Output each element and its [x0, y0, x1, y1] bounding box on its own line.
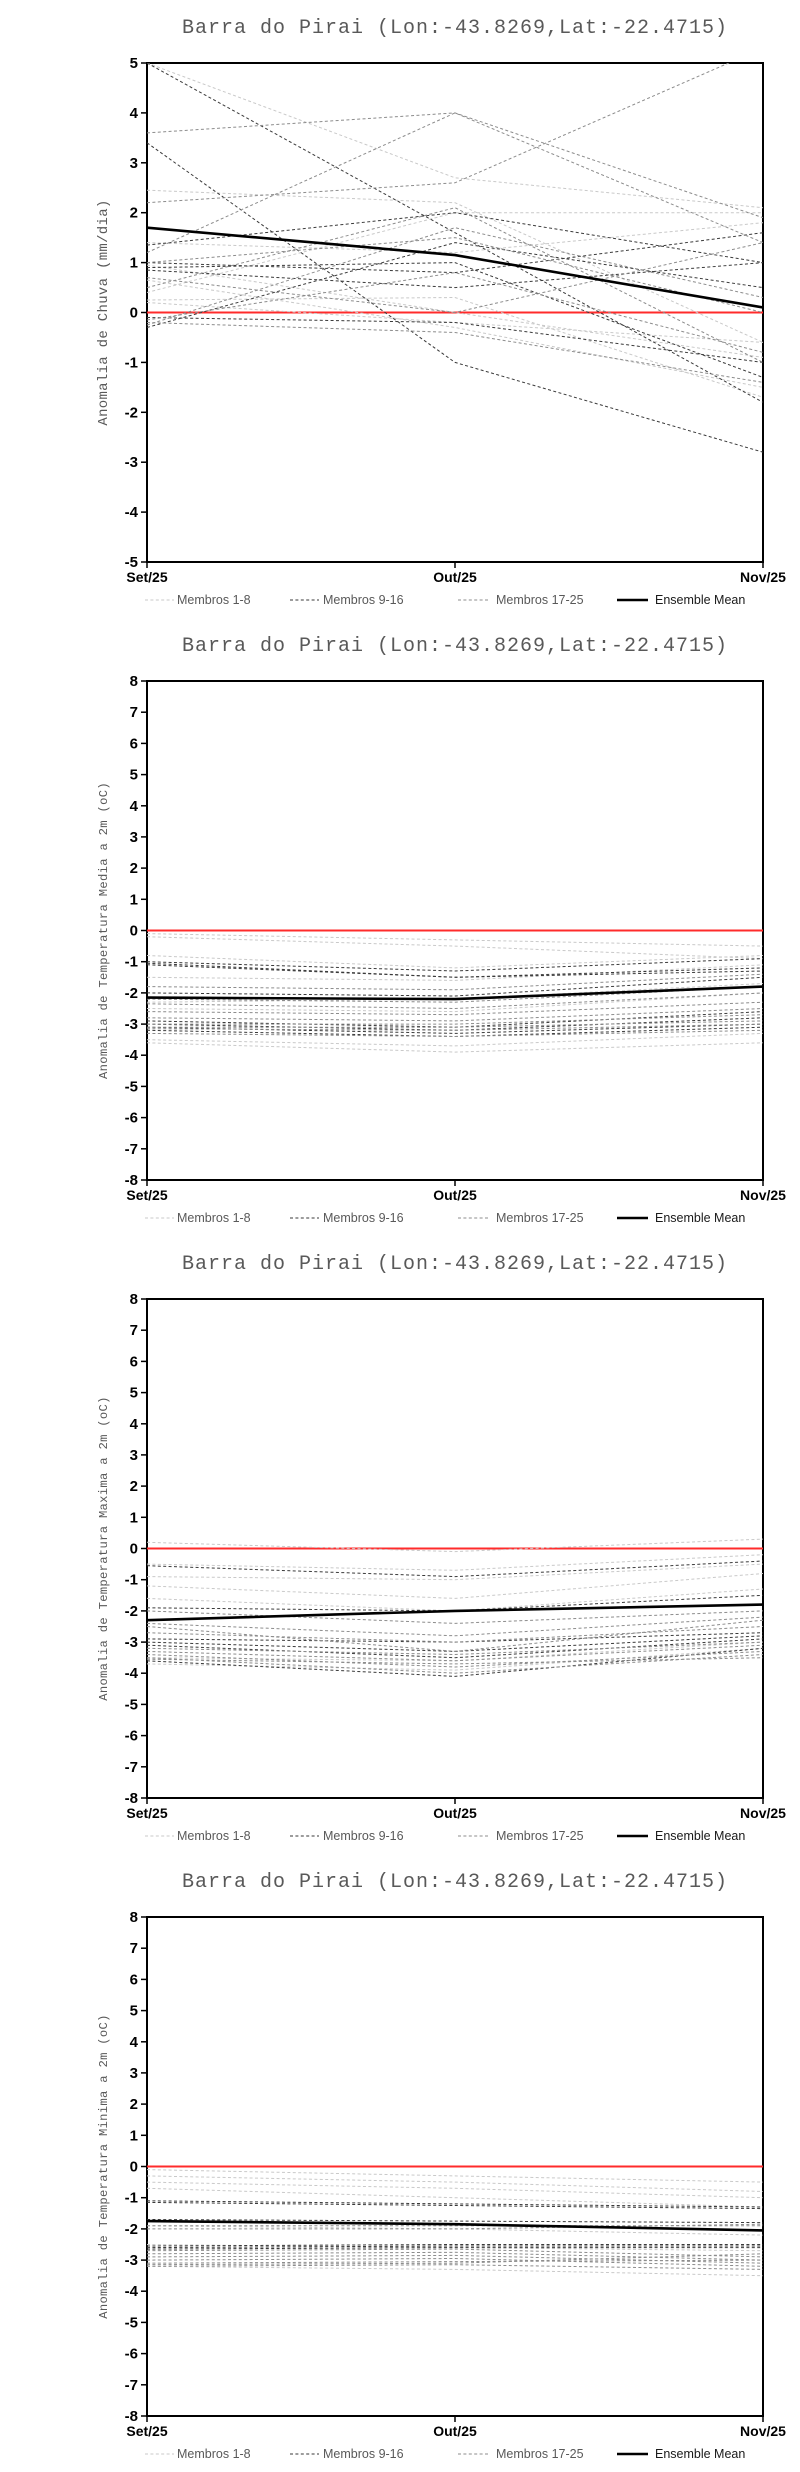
svg-text:5: 5	[130, 1385, 138, 1402]
svg-text:2: 2	[130, 860, 138, 877]
svg-text:Anomalia de Temperatura Media: Anomalia de Temperatura Media a 2m (oC)	[97, 782, 111, 1079]
svg-text:2: 2	[130, 205, 138, 222]
svg-text:Out/25: Out/25	[433, 2423, 477, 2439]
svg-text:-6: -6	[125, 1110, 138, 1127]
svg-text:Anomalia de Temperatura Maxima: Anomalia de Temperatura Maxima a 2m (oC)	[97, 1396, 111, 1701]
svg-text:-4: -4	[125, 504, 139, 521]
svg-text:-1: -1	[125, 954, 138, 971]
svg-text:Out/25: Out/25	[433, 569, 477, 585]
svg-text:Membros 1-8: Membros 1-8	[177, 1211, 251, 1225]
svg-text:8: 8	[130, 1291, 138, 1308]
svg-text:-2: -2	[125, 985, 138, 1002]
svg-text:6: 6	[130, 1971, 138, 1988]
svg-text:5: 5	[130, 767, 138, 784]
svg-text:Membros 9-16: Membros 9-16	[323, 2447, 404, 2461]
svg-text:-3: -3	[125, 1634, 138, 1651]
svg-text:Membros 1-8: Membros 1-8	[177, 1829, 251, 1843]
svg-text:Ensemble Mean: Ensemble Mean	[655, 1829, 745, 1843]
svg-text:Membros 17-25: Membros 17-25	[496, 593, 584, 607]
svg-text:8: 8	[130, 673, 138, 690]
svg-text:Membros 9-16: Membros 9-16	[323, 1829, 404, 1843]
svg-text:3: 3	[130, 2065, 138, 2082]
svg-text:4: 4	[130, 798, 139, 815]
svg-text:Out/25: Out/25	[433, 1187, 477, 1203]
svg-text:4: 4	[130, 105, 139, 122]
svg-text:5: 5	[130, 2003, 138, 2020]
svg-text:Nov/25: Nov/25	[740, 1805, 786, 1821]
svg-text:1: 1	[130, 255, 138, 272]
svg-text:0: 0	[130, 2159, 138, 2176]
svg-text:Nov/25: Nov/25	[740, 569, 786, 585]
svg-text:Barra do Pirai (Lon:-43.8269,L: Barra do Pirai (Lon:-43.8269,Lat:-22.471…	[182, 635, 728, 658]
svg-text:-2: -2	[125, 1603, 138, 1620]
svg-text:-5: -5	[125, 2314, 138, 2331]
svg-text:7: 7	[130, 1940, 138, 1957]
svg-text:1: 1	[130, 891, 138, 908]
svg-text:Set/25: Set/25	[126, 2423, 167, 2439]
svg-text:Nov/25: Nov/25	[740, 2423, 786, 2439]
svg-text:Anomalia de Chuva (mm/dia): Anomalia de Chuva (mm/dia)	[96, 199, 112, 425]
svg-text:-4: -4	[125, 2283, 139, 2300]
svg-text:Anomalia de Temperatura Minima: Anomalia de Temperatura Minima a 2m (oC)	[97, 2014, 111, 2319]
svg-text:4: 4	[130, 1416, 139, 1433]
svg-text:1: 1	[130, 2127, 138, 2144]
svg-text:-7: -7	[125, 1759, 138, 1776]
svg-text:Membros 1-8: Membros 1-8	[177, 593, 251, 607]
svg-text:Barra do Pirai (Lon:-43.8269,L: Barra do Pirai (Lon:-43.8269,Lat:-22.471…	[182, 17, 728, 40]
svg-text:2: 2	[130, 1478, 138, 1495]
svg-text:Membros 17-25: Membros 17-25	[496, 1829, 584, 1843]
svg-text:-6: -6	[125, 1728, 138, 1745]
svg-text:-5: -5	[125, 1078, 138, 1095]
svg-text:-3: -3	[125, 454, 138, 471]
svg-text:Membros 17-25: Membros 17-25	[496, 2447, 584, 2461]
svg-text:0: 0	[130, 923, 138, 940]
svg-text:-2: -2	[125, 2221, 138, 2238]
svg-text:Out/25: Out/25	[433, 1805, 477, 1821]
svg-text:7: 7	[130, 704, 138, 721]
svg-text:-5: -5	[125, 1696, 138, 1713]
svg-text:-7: -7	[125, 2377, 138, 2394]
svg-text:2: 2	[130, 2096, 138, 2113]
svg-text:5: 5	[130, 55, 138, 72]
svg-text:Nov/25: Nov/25	[740, 1187, 786, 1203]
svg-text:8: 8	[130, 1909, 138, 1926]
svg-text:-3: -3	[125, 2252, 138, 2269]
svg-text:1: 1	[130, 1509, 138, 1526]
svg-text:-4: -4	[125, 1665, 139, 1682]
svg-text:Set/25: Set/25	[126, 1187, 167, 1203]
svg-text:Set/25: Set/25	[126, 1805, 167, 1821]
svg-text:Ensemble Mean: Ensemble Mean	[655, 1211, 745, 1225]
svg-text:Ensemble Mean: Ensemble Mean	[655, 2447, 745, 2461]
svg-text:7: 7	[130, 1322, 138, 1339]
svg-text:4: 4	[130, 2034, 139, 2051]
svg-text:Membros 1-8: Membros 1-8	[177, 2447, 251, 2461]
svg-text:-4: -4	[125, 1047, 139, 1064]
svg-text:-6: -6	[125, 2346, 138, 2363]
svg-text:Barra do Pirai (Lon:-43.8269,L: Barra do Pirai (Lon:-43.8269,Lat:-22.471…	[182, 1253, 728, 1276]
svg-text:3: 3	[130, 155, 138, 172]
svg-text:6: 6	[130, 1353, 138, 1370]
svg-text:Membros 17-25: Membros 17-25	[496, 1211, 584, 1225]
svg-text:Ensemble Mean: Ensemble Mean	[655, 593, 745, 607]
svg-text:-1: -1	[125, 2190, 138, 2207]
svg-text:0: 0	[130, 1541, 138, 1558]
svg-text:-7: -7	[125, 1141, 138, 1158]
svg-text:-3: -3	[125, 1016, 138, 1033]
svg-text:Set/25: Set/25	[126, 569, 167, 585]
svg-text:3: 3	[130, 1447, 138, 1464]
svg-text:Membros 9-16: Membros 9-16	[323, 1211, 404, 1225]
svg-text:3: 3	[130, 829, 138, 846]
svg-text:Barra do Pirai (Lon:-43.8269,L: Barra do Pirai (Lon:-43.8269,Lat:-22.471…	[182, 1871, 728, 1894]
svg-text:-1: -1	[125, 354, 138, 371]
svg-text:Membros 9-16: Membros 9-16	[323, 593, 404, 607]
svg-text:-1: -1	[125, 1572, 138, 1589]
svg-text:-2: -2	[125, 404, 138, 421]
svg-text:0: 0	[130, 305, 138, 322]
svg-text:6: 6	[130, 735, 138, 752]
